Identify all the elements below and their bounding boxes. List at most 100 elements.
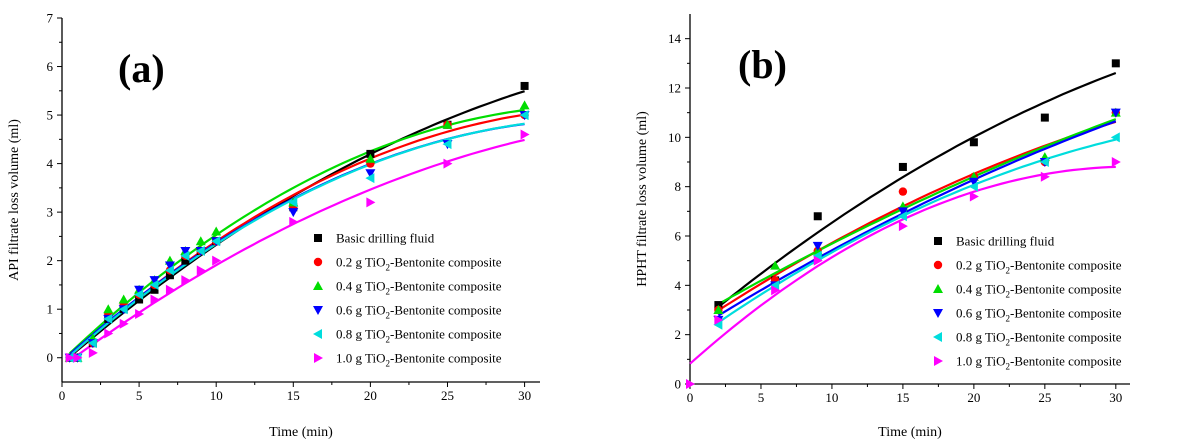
legend-label-suffix: -Bentonite composite (1010, 306, 1122, 321)
x-tick-label: 5 (758, 390, 765, 405)
legend-label: 0.8 g TiO2-Bentonite composite (956, 330, 1122, 348)
legend-marker (933, 260, 943, 270)
data-point (87, 338, 97, 349)
legend-label: 0.2 g TiO2-Bentonite composite (956, 258, 1122, 276)
data-point (1111, 157, 1121, 167)
legend-label-subscript: 2 (386, 287, 391, 297)
legend-label: 1.0 g TiO2-Bentonite composite (956, 354, 1122, 372)
legend-label-prefix: 0.6 g TiO (336, 303, 386, 318)
data-point (968, 181, 978, 192)
legend-marker (313, 281, 323, 290)
x-tick-label: 30 (518, 388, 531, 403)
y-tick-label: 2 (675, 327, 682, 342)
legend-label: 1.0 g TiO2-Bentonite composite (336, 351, 502, 369)
trend-line (717, 71, 1117, 308)
legend-label-subscript: 2 (1006, 362, 1011, 372)
legend-label: 0.6 g TiO2-Bentonite composite (336, 303, 502, 321)
legend-label-suffix: -Bentonite composite (390, 327, 502, 342)
data-point (150, 285, 159, 294)
data-point (164, 261, 175, 271)
legend-marker (934, 356, 943, 366)
panel-label: (b) (738, 42, 787, 87)
data-point (686, 379, 695, 389)
data-point (134, 289, 144, 300)
data-point (897, 211, 907, 222)
data-point (164, 265, 174, 276)
legend-label-prefix: 0.4 g TiO (336, 279, 386, 294)
legend-label-subscript: 2 (1006, 314, 1011, 324)
data-point (443, 158, 453, 169)
legend-label-prefix: 1.0 g TiO (336, 351, 386, 366)
data-point (714, 314, 724, 325)
legend-label-prefix: 1.0 g TiO (956, 354, 1006, 369)
data-point (180, 250, 190, 261)
data-point (211, 226, 222, 236)
trend-line (717, 118, 1117, 306)
legend-label-suffix: -Bentonite composite (1010, 282, 1122, 297)
data-point (713, 319, 723, 330)
data-point (181, 275, 191, 286)
y-tick-label: 3 (47, 205, 54, 220)
data-point (519, 110, 529, 121)
legend-label-prefix: 0.6 g TiO (956, 306, 1006, 321)
data-point (968, 177, 979, 187)
data-point (969, 191, 979, 202)
data-point (149, 279, 159, 290)
data-point (365, 173, 375, 184)
data-point (713, 305, 724, 314)
data-point (103, 304, 114, 314)
legend-marker (313, 257, 323, 267)
data-point (211, 236, 221, 247)
legend-label: Basic drilling fluid (336, 231, 435, 246)
legend-label-prefix: 0.2 g TiO (956, 258, 1006, 273)
x-tick-label: 5 (136, 388, 143, 403)
legend-marker (314, 353, 323, 363)
data-point (181, 256, 190, 265)
y-tick-label: 14 (668, 31, 682, 46)
x-axis-title: Time (min) (878, 425, 942, 439)
legend-label: 0.8 g TiO2-Bentonite composite (336, 327, 502, 345)
data-point (180, 246, 191, 256)
legend-label-subscript: 2 (386, 311, 391, 321)
data-point (897, 207, 908, 217)
data-point (195, 245, 205, 256)
data-point (134, 285, 145, 295)
data-point (1111, 59, 1120, 68)
data-point (520, 81, 529, 90)
legend-label: Basic drilling fluid (956, 234, 1055, 249)
data-point (442, 139, 452, 150)
y-tick-label: 2 (47, 253, 54, 268)
data-point (165, 271, 174, 280)
data-point (770, 280, 780, 291)
chart-panel-b: 0 5 10 15 20 25 30 0 2 4 6 8 10 12 14 Time (min) HPHT fi… (635, 14, 1130, 439)
x-tick-label: 20 (364, 388, 377, 403)
data-point (119, 318, 129, 329)
trend-line (717, 120, 1117, 317)
legend-label: 0.2 g TiO2-Bentonite composite (336, 255, 502, 273)
data-point (813, 212, 822, 221)
data-point (135, 309, 145, 320)
data-point (1039, 157, 1049, 167)
data-point (365, 153, 376, 163)
x-tick-label: 25 (1038, 390, 1051, 405)
legend-label: 0.4 g TiO2-Bentonite composite (336, 279, 502, 297)
legend-label-subscript: 2 (386, 335, 391, 345)
y-tick-label: 6 (47, 59, 54, 74)
data-point (65, 352, 75, 363)
data-point (520, 129, 530, 140)
data-point (196, 265, 206, 276)
data-point (149, 276, 160, 286)
data-point (365, 169, 376, 179)
data-point (898, 221, 908, 232)
legend-label-prefix: 0.8 g TiO (956, 330, 1006, 345)
x-tick-label: 15 (896, 390, 909, 405)
y-tick-label: 4 (675, 278, 682, 293)
data-point (813, 255, 823, 266)
legend-label-suffix: -Bentonite composite (1010, 330, 1122, 345)
y-tick-label: 0 (675, 377, 682, 392)
data-point (118, 294, 129, 304)
data-point (442, 119, 453, 129)
y-tick-label: 12 (668, 81, 681, 96)
legend-label-subscript: 2 (386, 263, 391, 273)
